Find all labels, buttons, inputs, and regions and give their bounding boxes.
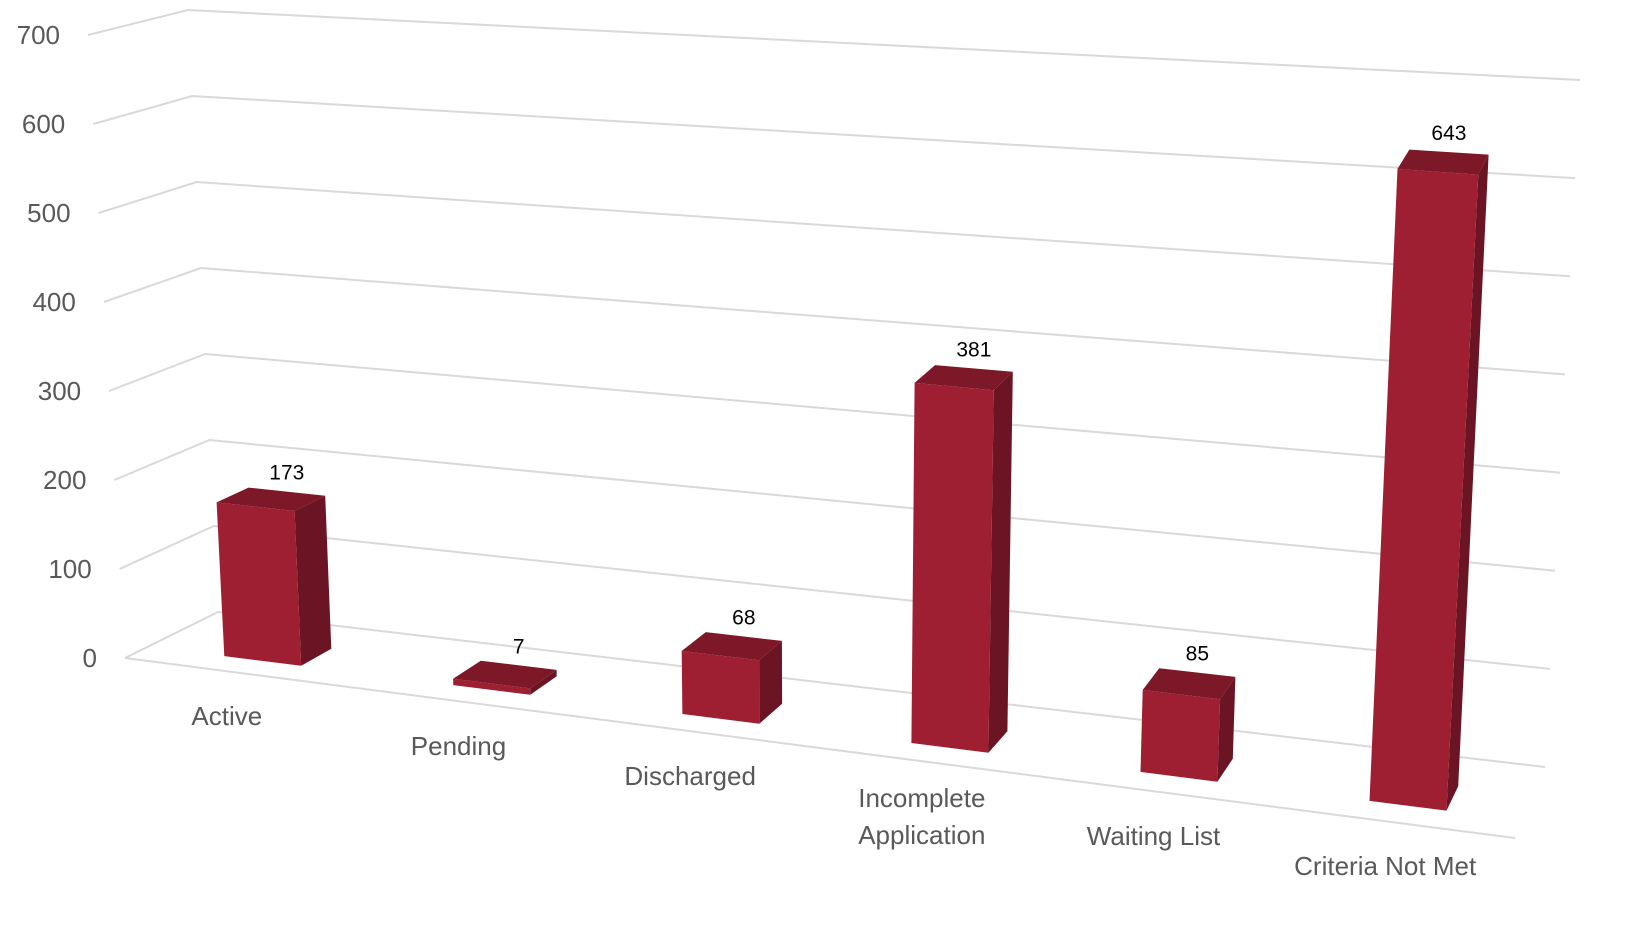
x-tick-label: Discharged <box>624 761 756 791</box>
bar-side <box>759 640 783 724</box>
y-tick-label: 100 <box>48 554 91 584</box>
grid-line <box>103 266 1566 376</box>
x-tick-label: Pending <box>411 731 506 761</box>
y-tick-label: 500 <box>27 198 70 228</box>
bar-front <box>216 502 302 666</box>
bar-front <box>1140 690 1221 782</box>
grid-line <box>119 524 1551 670</box>
x-tick-label: Waiting List <box>1087 821 1221 851</box>
data-label: 381 <box>956 338 991 361</box>
data-label: 85 <box>1186 643 1209 666</box>
x-tick-label: Active <box>191 701 262 731</box>
data-label: 173 <box>269 462 304 485</box>
grid-line <box>108 352 1561 474</box>
grid-line <box>114 438 1556 572</box>
y-tick-label: 600 <box>22 109 65 139</box>
bar-top <box>1142 668 1236 700</box>
grid-line <box>98 180 1571 278</box>
y-tick-label: 300 <box>38 376 81 406</box>
bar-top <box>1397 149 1489 175</box>
y-tick-label: 700 <box>17 20 60 50</box>
bar-side <box>988 371 1013 753</box>
grid-line <box>87 8 1581 81</box>
bar-top <box>681 632 782 661</box>
bar-side <box>1446 154 1489 811</box>
bar-front <box>1369 169 1479 811</box>
bar-side <box>1217 676 1236 782</box>
x-tick-label: Incomplete Application <box>858 783 985 850</box>
bar-side <box>294 495 332 666</box>
grid-line <box>93 94 1576 180</box>
y-tick-label: 400 <box>32 287 75 317</box>
x-tick-label: Criteria Not Met <box>1294 851 1477 881</box>
bar-top <box>216 487 326 511</box>
data-label: 643 <box>1431 122 1466 145</box>
bar-front <box>911 382 994 753</box>
y-tick-label: 200 <box>43 465 86 495</box>
bar-top <box>914 365 1013 391</box>
bar-top <box>453 660 557 689</box>
bar-front <box>681 651 760 724</box>
floor-edge <box>124 657 1516 839</box>
data-label: 68 <box>732 607 755 630</box>
data-label: 7 <box>513 635 525 658</box>
bar-front <box>453 678 531 695</box>
bar-side <box>530 669 557 695</box>
y-tick-label: 0 <box>83 643 97 673</box>
grid-line <box>124 610 1546 768</box>
